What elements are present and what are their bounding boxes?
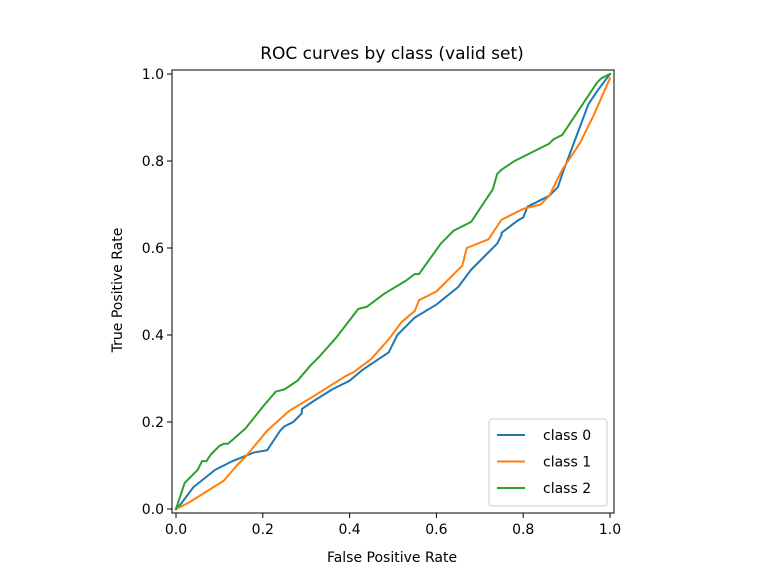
y-tick-label: 1.0: [142, 67, 164, 83]
y-tick-label: 0.0: [142, 502, 164, 518]
plot-frame: [171, 69, 615, 514]
x-tick-label: 0.4: [338, 522, 360, 538]
x-tick-label: 0.8: [512, 522, 534, 538]
series-line-class-0: [174, 72, 612, 511]
legend-label: class 1: [543, 455, 591, 471]
legend-box: [488, 418, 608, 507]
y-axis: 0.0 0.2 0.4 0.6 0.8 1.0: [142, 67, 172, 518]
x-tick-label: 1.0: [599, 522, 621, 538]
y-tick-label: 0.2: [142, 415, 164, 431]
legend-label: class 2: [543, 481, 591, 497]
plot-area: [171, 69, 615, 514]
legend-label: class 0: [543, 428, 591, 444]
series-layer: [174, 72, 612, 511]
x-tick-label: 0.0: [165, 522, 187, 538]
y-tick-label: 0.6: [142, 241, 164, 257]
x-tick-label: 0.2: [252, 522, 274, 538]
x-axis: 0.0 0.2 0.4 0.6 0.8 1.0: [165, 513, 621, 538]
x-tick-label: 0.6: [425, 522, 447, 538]
y-axis-label: True Positive Rate: [110, 228, 126, 354]
y-tick-label: 0.8: [142, 154, 164, 170]
legend: class 0 class 1 class 2: [488, 418, 608, 507]
series-line-class-1: [174, 77, 612, 511]
y-tick-label: 0.4: [142, 328, 164, 344]
x-axis-label: False Positive Rate: [327, 550, 457, 566]
chart-title: ROC curves by class (valid set): [260, 44, 524, 64]
series-line-class-2: [174, 72, 612, 511]
